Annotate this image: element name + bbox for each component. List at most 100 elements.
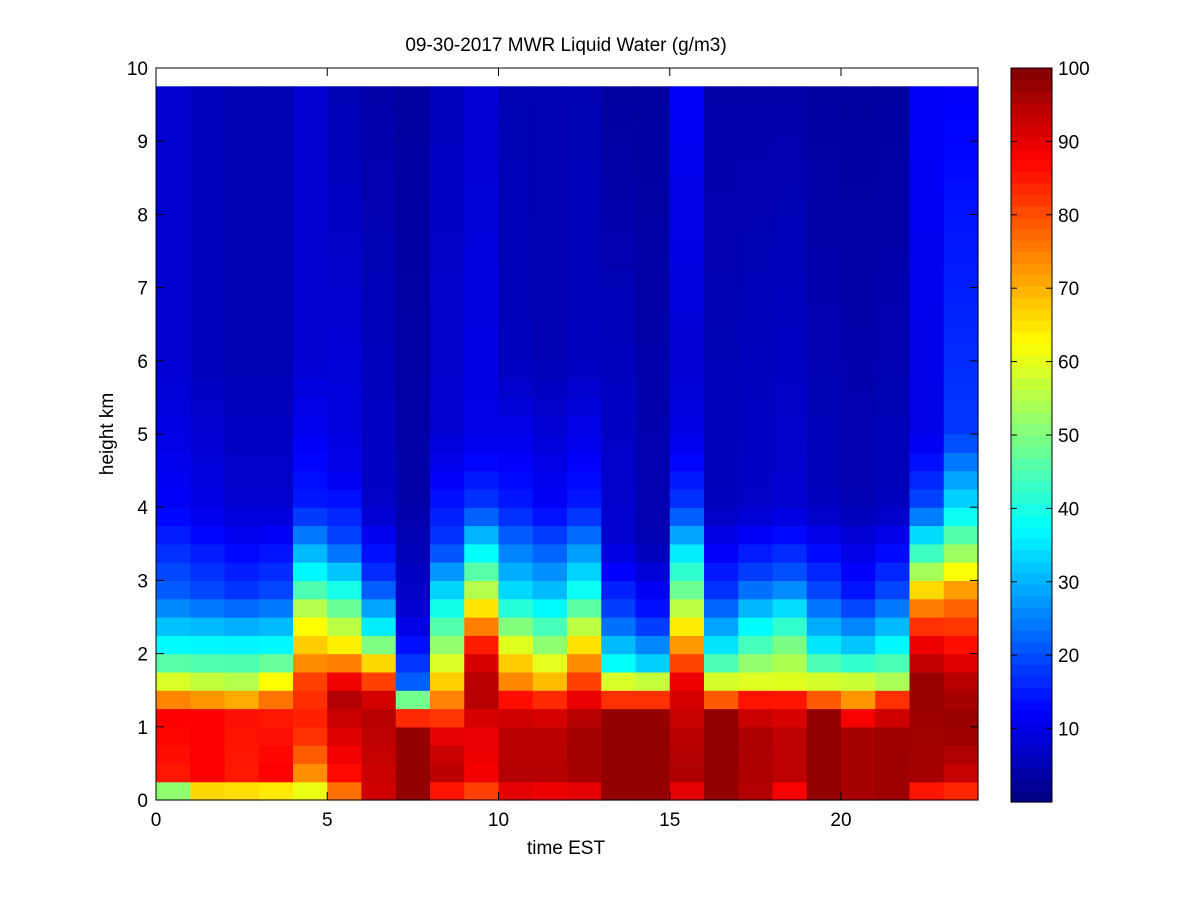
heatmap-cell bbox=[943, 324, 979, 344]
heatmap-cell bbox=[806, 470, 842, 490]
heatmap-cell bbox=[943, 488, 979, 508]
heatmap-cell bbox=[327, 763, 363, 783]
heatmap-cell bbox=[327, 507, 363, 527]
heatmap-cell bbox=[601, 562, 637, 581]
heatmap-cell bbox=[293, 763, 328, 783]
heatmap-cell bbox=[224, 781, 260, 801]
heatmap-cell bbox=[909, 543, 945, 563]
heatmap-cell bbox=[669, 763, 705, 783]
heatmap-cell bbox=[909, 141, 945, 161]
heatmap-cell bbox=[293, 617, 328, 636]
heatmap-cell bbox=[395, 525, 431, 545]
heatmap-cell bbox=[841, 324, 876, 344]
heatmap-cell bbox=[327, 104, 363, 124]
heatmap-cell bbox=[224, 763, 260, 783]
heatmap-cell bbox=[395, 507, 431, 527]
heatmap-cell bbox=[464, 104, 500, 124]
heatmap-cell bbox=[430, 232, 465, 252]
heatmap-cell bbox=[464, 86, 500, 106]
heatmap-cell bbox=[395, 379, 431, 398]
heatmap-cell bbox=[156, 324, 191, 344]
heatmap-cell bbox=[875, 562, 911, 581]
heatmap-cell bbox=[498, 708, 534, 728]
heatmap-cell bbox=[464, 379, 500, 398]
heatmap-cell bbox=[156, 488, 191, 508]
colorbar-swatch bbox=[1011, 756, 1052, 769]
heatmap-cell bbox=[806, 488, 842, 508]
heatmap-cell bbox=[156, 745, 191, 764]
heatmap-cell bbox=[361, 708, 397, 728]
heatmap-cell bbox=[156, 671, 191, 691]
heatmap-cell bbox=[841, 488, 876, 508]
heatmap-cell bbox=[498, 562, 534, 581]
heatmap-cell bbox=[258, 745, 294, 764]
heatmap-cell bbox=[156, 763, 191, 783]
heatmap-cell bbox=[395, 470, 431, 490]
heatmap-cell bbox=[943, 708, 979, 728]
heatmap-cell bbox=[532, 653, 568, 673]
heatmap-cell bbox=[704, 690, 739, 710]
heatmap-cell bbox=[772, 525, 808, 545]
heatmap-cell bbox=[430, 488, 465, 508]
heatmap-cell bbox=[772, 726, 808, 746]
colorbar-swatch bbox=[1011, 331, 1052, 344]
colorbar-swatch bbox=[1011, 423, 1052, 436]
heatmap-cell bbox=[395, 141, 431, 161]
heatmap-cell bbox=[430, 745, 465, 764]
heatmap-cell bbox=[635, 104, 671, 124]
heatmap-cell bbox=[464, 690, 500, 710]
heatmap-cell bbox=[464, 287, 500, 307]
heatmap-cell bbox=[841, 251, 876, 270]
heatmap-cell bbox=[601, 598, 637, 618]
heatmap-cell bbox=[498, 305, 534, 325]
heatmap-cell bbox=[806, 196, 842, 215]
heatmap-cell bbox=[601, 488, 637, 508]
heatmap-cell bbox=[293, 690, 328, 710]
heatmap-cell bbox=[395, 287, 431, 307]
heatmap-cell bbox=[772, 690, 808, 710]
heatmap-cell bbox=[293, 470, 328, 490]
colorbar-tick-label: 50 bbox=[1058, 426, 1079, 447]
heatmap-cell bbox=[806, 360, 842, 380]
heatmap-cell bbox=[327, 726, 363, 746]
heatmap-cell bbox=[293, 434, 328, 453]
heatmap-cell bbox=[498, 379, 534, 398]
heatmap-cell bbox=[224, 122, 260, 142]
heatmap-cell bbox=[156, 690, 191, 710]
heatmap-cell bbox=[806, 104, 842, 124]
heatmap-cell bbox=[498, 617, 534, 636]
heatmap-cell bbox=[156, 379, 191, 398]
heatmap-cell bbox=[258, 415, 294, 435]
heatmap-cell bbox=[258, 635, 294, 655]
heatmap-cell bbox=[190, 122, 226, 142]
heatmap-cell bbox=[395, 360, 431, 380]
heatmap-cell bbox=[909, 360, 945, 380]
heatmap-cell bbox=[772, 635, 808, 655]
heatmap-cell bbox=[293, 122, 328, 142]
heatmap-cell bbox=[943, 690, 979, 710]
heatmap-cell bbox=[532, 452, 568, 472]
heatmap-cell bbox=[464, 525, 500, 545]
heatmap-cell bbox=[704, 287, 739, 307]
heatmap-cell bbox=[327, 415, 363, 435]
heatmap-cell bbox=[156, 708, 191, 728]
heatmap-cell bbox=[430, 598, 465, 618]
heatmap-cell bbox=[498, 415, 534, 435]
heatmap-cell bbox=[841, 379, 876, 398]
x-tick-label: 0 bbox=[151, 810, 162, 831]
heatmap-cell bbox=[395, 342, 431, 362]
heatmap-cell bbox=[258, 122, 294, 142]
heatmap-cell bbox=[601, 177, 637, 197]
x-axis-title: time EST bbox=[527, 838, 606, 859]
heatmap-cell bbox=[635, 598, 671, 618]
heatmap-cell bbox=[875, 452, 911, 472]
heatmap-cell bbox=[943, 763, 979, 783]
heatmap-cell bbox=[430, 360, 465, 380]
heatmap-cell bbox=[772, 434, 808, 453]
heatmap-cell bbox=[293, 653, 328, 673]
colorbar-swatch bbox=[1011, 572, 1052, 585]
heatmap-cell bbox=[806, 141, 842, 161]
heatmap-cell bbox=[772, 342, 808, 362]
colorbar-swatch bbox=[1011, 607, 1052, 620]
heatmap-cell bbox=[841, 653, 876, 673]
